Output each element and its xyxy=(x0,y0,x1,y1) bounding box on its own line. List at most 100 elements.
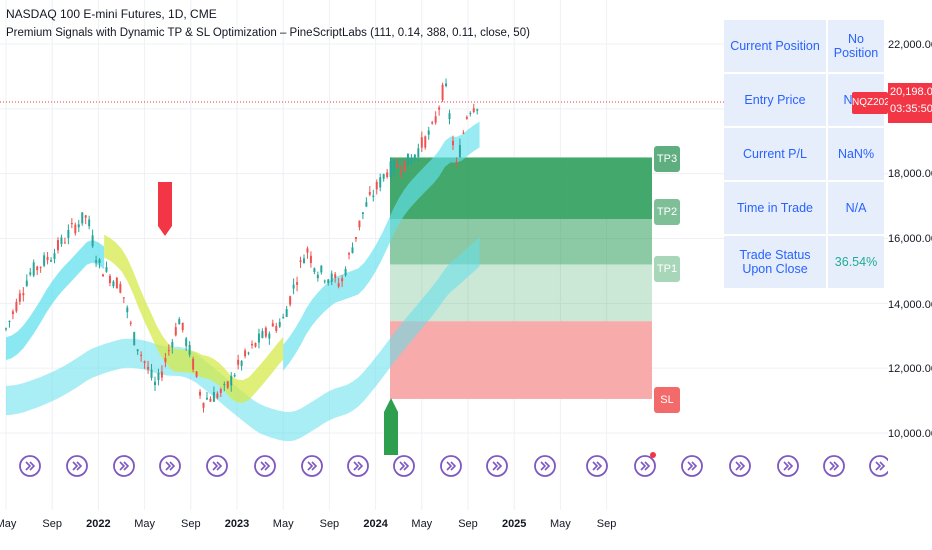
time-tick: Sep xyxy=(42,518,62,530)
candle-body xyxy=(56,240,59,251)
sl-tag: SL xyxy=(654,387,680,413)
candle-body xyxy=(181,322,184,331)
candle-body xyxy=(53,253,56,260)
candle-body xyxy=(448,113,451,120)
candle-body xyxy=(63,242,66,244)
candle-body xyxy=(240,360,243,366)
candle-body xyxy=(316,274,319,279)
candle-body xyxy=(67,229,70,239)
symbol-title[interactable]: NASDAQ 100 E-mini Futures, 1D, CME xyxy=(6,7,217,21)
candle-body xyxy=(257,333,260,343)
event-icon-glyph xyxy=(307,461,318,471)
candle-body xyxy=(306,248,309,253)
event-icon xyxy=(823,455,845,477)
last-price-badge: 20,198.00 03:35:50 xyxy=(888,83,932,123)
last-price-value: 20,198.00 xyxy=(890,86,932,98)
candle-body xyxy=(157,372,160,381)
price-chart[interactable] xyxy=(0,0,888,510)
price-tick: 10,000.00 xyxy=(888,428,932,440)
candle-body xyxy=(320,265,323,273)
candle-body xyxy=(389,161,392,178)
candle-body xyxy=(413,154,416,159)
tp3-tag: TP3 xyxy=(654,146,680,172)
candle-body xyxy=(112,281,115,287)
candle-body xyxy=(434,116,437,123)
event-icon-glyph xyxy=(735,461,746,471)
candle-body xyxy=(351,247,354,254)
event-icon xyxy=(393,455,415,477)
candle-body xyxy=(341,278,344,282)
candle-body xyxy=(147,366,150,370)
symbol-badge[interactable]: NQZ2024 xyxy=(852,92,895,114)
candle-body xyxy=(451,140,454,146)
candle-body xyxy=(445,83,448,87)
candle-body xyxy=(185,338,188,347)
candle-body xyxy=(251,343,254,346)
price-tick: 22,000.00 xyxy=(888,39,932,51)
candle-body xyxy=(226,381,229,388)
trade-status-value: 36.54% xyxy=(828,236,884,288)
candle-body xyxy=(289,296,292,305)
candle-body xyxy=(476,109,479,111)
candle-body xyxy=(136,349,139,352)
candle-body xyxy=(143,361,146,363)
event-icon xyxy=(634,455,656,477)
candle-body xyxy=(296,282,299,285)
indicator-title[interactable]: Premium Signals with Dynamic TP & SL Opt… xyxy=(6,27,530,39)
event-icon-glyph xyxy=(875,461,886,471)
candle-body xyxy=(406,153,409,166)
candle-body xyxy=(348,253,351,255)
candle-body xyxy=(29,272,32,275)
candle-body xyxy=(74,224,77,234)
candle-body xyxy=(84,215,87,218)
candle-body xyxy=(379,177,382,188)
event-icon xyxy=(440,455,462,477)
event-icon-glyph xyxy=(353,461,364,471)
signals xyxy=(158,182,398,455)
candle-body xyxy=(11,311,14,315)
bar-countdown: 03:35:50 xyxy=(890,103,932,115)
buy-signal-marker xyxy=(384,398,398,455)
candle-body xyxy=(264,327,267,337)
candle-body xyxy=(455,161,458,164)
time-tick: May xyxy=(272,518,294,530)
candle-body xyxy=(417,148,420,157)
candle-body xyxy=(465,116,468,119)
candle-body xyxy=(472,108,475,113)
sl-zone xyxy=(390,321,652,399)
chart-area[interactable]: NASDAQ 100 E-mini Futures, 1D, CME Premi… xyxy=(0,0,895,510)
candle-body xyxy=(330,273,333,282)
candle-body xyxy=(375,181,378,190)
candle-body xyxy=(323,280,326,282)
candle-body xyxy=(60,237,63,245)
candle-body xyxy=(36,266,39,271)
event-icon xyxy=(586,455,608,477)
candle-body xyxy=(91,235,94,247)
candle-body xyxy=(247,352,250,354)
candle-body xyxy=(361,212,364,214)
event-icon xyxy=(206,455,228,477)
event-icon xyxy=(534,455,556,477)
price-axis[interactable]: 22,000.00 18,000.00 16,000.00 14,000.00 … xyxy=(888,0,932,510)
candles xyxy=(5,78,479,413)
candle-body xyxy=(275,325,278,331)
candle-body xyxy=(126,307,129,313)
candle-body xyxy=(95,260,98,263)
event-icon-glyph xyxy=(165,461,176,471)
candle-body xyxy=(358,220,361,228)
price-tick: 16,000.00 xyxy=(888,233,932,245)
candle-body xyxy=(344,269,347,276)
event-icon-glyph xyxy=(829,461,840,471)
candle-body xyxy=(244,350,247,357)
candle-body xyxy=(302,258,305,264)
candle-body xyxy=(393,160,396,172)
event-icon-glyph xyxy=(260,461,271,471)
candle-body xyxy=(167,350,170,352)
trade-zones xyxy=(390,157,652,399)
time-tick: May xyxy=(411,518,433,530)
time-axis[interactable]: May Sep 2022 May Sep 2023 May Sep 2024 May Sep 2025… xyxy=(0,510,932,550)
candle-body xyxy=(77,224,80,228)
event-icon xyxy=(19,455,41,477)
candle-body xyxy=(268,333,271,339)
event-icon xyxy=(159,455,181,477)
